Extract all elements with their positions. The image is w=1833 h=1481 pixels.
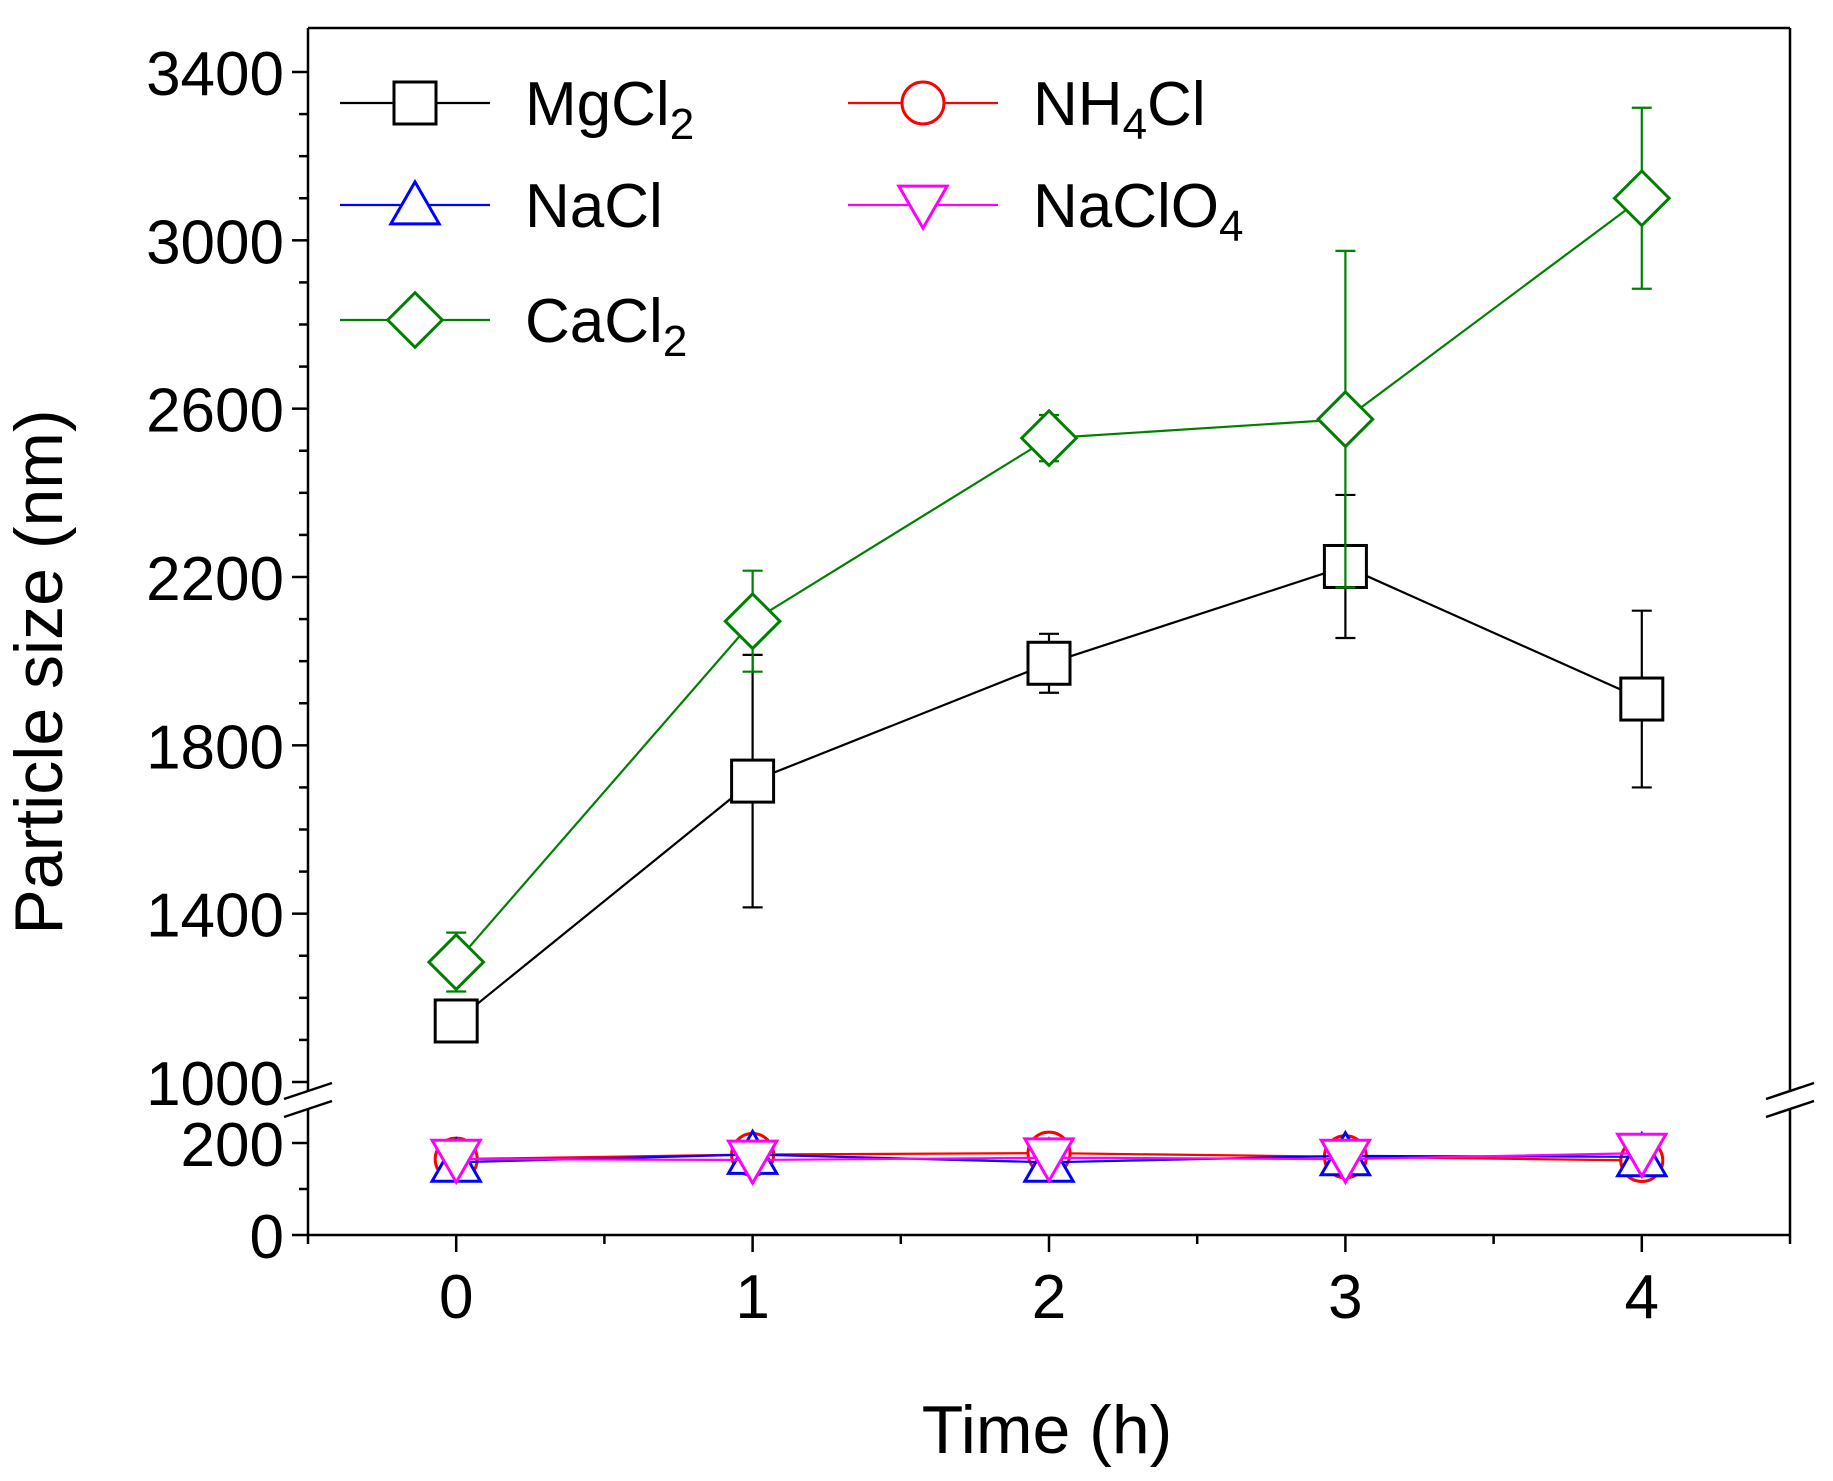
x-tick-label: 2	[1032, 1263, 1066, 1332]
y-tick-label: 3400	[146, 40, 284, 109]
axis-ticks: 1000 1400 1800 2200 2600 3000 3400 0 200 0 1 2 3 4	[146, 40, 1792, 1332]
data-point-cacl2	[426, 932, 486, 992]
y-tick-label: 200	[181, 1111, 284, 1180]
data-point-naclo4	[1615, 1132, 1669, 1180]
y-tick-label: 2200	[146, 545, 284, 614]
x-tick-label: 3	[1328, 1263, 1362, 1332]
data-series	[426, 106, 1672, 1187]
legend-marker-naclo4	[896, 184, 950, 232]
x-tick-label: 4	[1625, 1263, 1659, 1332]
data-point-mgcl2	[1619, 676, 1665, 722]
data-point-cacl2	[1315, 389, 1375, 449]
legend-label-mgcl2: MgCl2	[525, 70, 694, 149]
legend: MgCl2 NH4Cl NaCl NaClO4 CaCl2	[340, 70, 1244, 366]
legend-label-nh4cl: NH4Cl	[1033, 70, 1206, 149]
data-point-naclo4	[1022, 1137, 1076, 1184]
data-point-cacl2	[723, 591, 783, 651]
legend-marker-mgcl2	[392, 80, 438, 126]
legend-label-naclo4: NaClO4	[1033, 172, 1244, 251]
axis-break-mark	[1765, 1081, 1815, 1101]
data-point-mgcl2	[433, 998, 479, 1044]
x-tick-label: 1	[735, 1263, 769, 1332]
data-point-naclo4	[1318, 1138, 1373, 1186]
data-point-mgcl2	[730, 758, 776, 804]
axis-break-mark	[283, 1081, 333, 1101]
axis-break-mark	[283, 1099, 333, 1119]
y-axis-title: Particle size (nm)	[1, 409, 77, 934]
legend-marker-nacl	[388, 178, 442, 226]
y-tick-label: 1400	[146, 882, 284, 951]
data-point-cacl2	[1019, 408, 1079, 468]
x-axis-title: Time (h)	[922, 1392, 1173, 1468]
plot-frame	[283, 26, 1815, 1237]
data-point-cacl2	[1612, 168, 1672, 228]
legend-marker-cacl2	[385, 290, 445, 350]
y-tick-label: 1000	[146, 1050, 284, 1119]
axis-break-mark	[1765, 1099, 1815, 1119]
data-point-naclo4	[429, 1138, 483, 1186]
x-tick-label: 0	[439, 1263, 473, 1332]
y-tick-label: 1800	[146, 713, 284, 782]
data-point-mgcl2	[1026, 640, 1072, 686]
y-tick-label: 0	[250, 1203, 284, 1272]
y-tick-label: 2600	[146, 377, 284, 446]
legend-label-nacl: NaCl	[525, 172, 663, 241]
legend-label-cacl2: CaCl2	[525, 287, 687, 366]
y-tick-label: 3000	[146, 208, 284, 277]
legend-marker-nh4cl	[900, 80, 946, 126]
data-point-naclo4	[725, 1139, 780, 1187]
